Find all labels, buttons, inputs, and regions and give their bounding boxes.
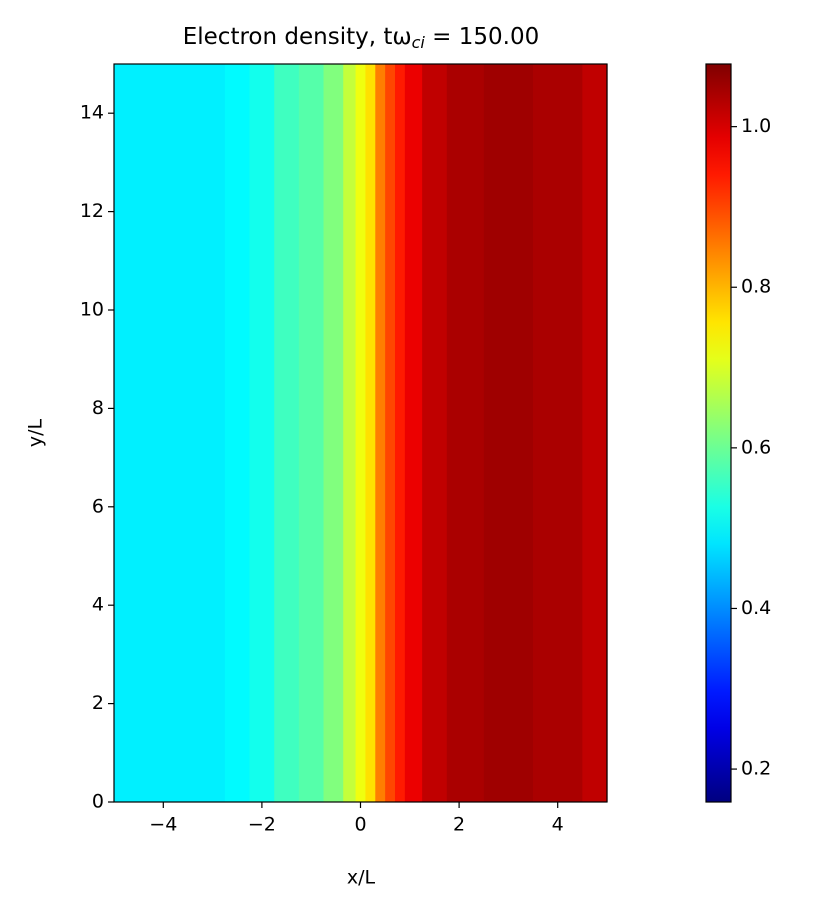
y-tick-label: 6 xyxy=(92,495,104,517)
colorbar-tick-label: 0.4 xyxy=(741,597,771,619)
y-tick-label: 8 xyxy=(92,397,104,419)
title-main: Electron density, tω xyxy=(183,24,412,50)
title-subscript: ci xyxy=(412,33,426,52)
density-strip xyxy=(404,64,423,802)
density-strip xyxy=(365,64,376,802)
density-strip xyxy=(114,64,140,802)
density-strip xyxy=(323,64,344,802)
x-tick-label: 0 xyxy=(354,814,366,836)
density-strip xyxy=(395,64,406,802)
y-tick-label: 14 xyxy=(80,102,104,124)
density-strip xyxy=(224,64,251,802)
colorbar-tick-label: 0.2 xyxy=(741,758,771,780)
y-tick-label: 10 xyxy=(80,299,104,321)
density-strip xyxy=(385,64,396,802)
density-strip xyxy=(375,64,386,802)
colorbar-tick-label: 0.8 xyxy=(741,276,771,298)
density-strip xyxy=(343,64,357,802)
density-strip xyxy=(446,64,485,802)
y-tick-label: 0 xyxy=(92,791,104,813)
density-strip xyxy=(582,64,608,802)
y-tick-label: 12 xyxy=(80,200,104,222)
density-strip xyxy=(483,64,534,802)
colorbar xyxy=(705,63,732,803)
y-tick-label: 4 xyxy=(92,594,104,616)
colorbar-tick-label: 1.0 xyxy=(741,115,771,137)
density-strip xyxy=(274,64,300,802)
density-strip xyxy=(533,64,583,802)
x-tick-label: 2 xyxy=(453,814,465,836)
x-axis-label: x/L xyxy=(347,867,376,889)
density-strip xyxy=(187,64,226,802)
x-tick-label: −2 xyxy=(248,814,276,836)
x-tick-label: 4 xyxy=(552,814,564,836)
colorbar-tick-label: 0.6 xyxy=(741,436,771,458)
y-axis-label: y/L xyxy=(25,418,47,447)
density-strip xyxy=(422,64,448,802)
density-strip xyxy=(298,64,325,802)
density-strip xyxy=(249,64,275,802)
y-tick-label: 2 xyxy=(92,692,104,714)
density-strip xyxy=(138,64,189,802)
title-rest: = 150.00 xyxy=(425,24,539,50)
density-strip xyxy=(355,64,367,802)
chart-title: Electron density, tωci = 150.00 xyxy=(183,24,540,52)
x-tick-label: −4 xyxy=(149,814,177,836)
